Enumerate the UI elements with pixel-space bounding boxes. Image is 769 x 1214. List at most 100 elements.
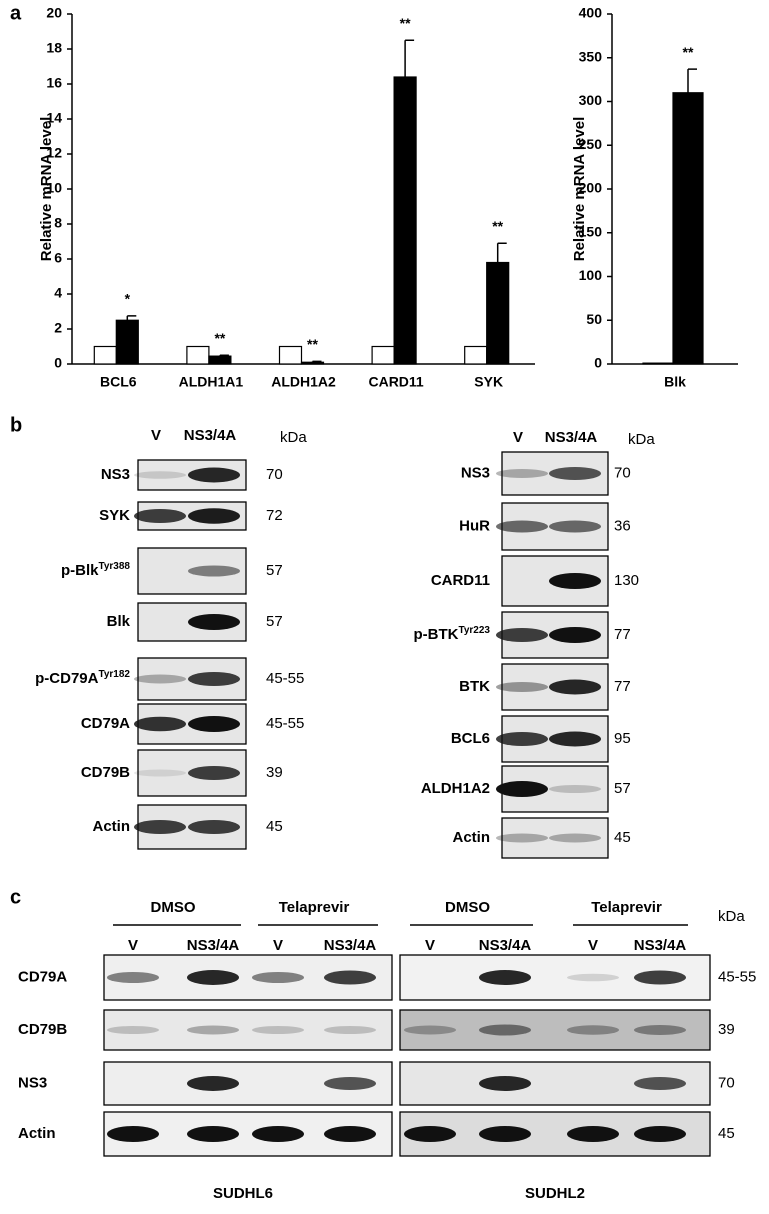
kda-header: kDa xyxy=(718,908,745,925)
band xyxy=(188,766,240,780)
blot-label: CD79A xyxy=(18,968,67,985)
treatment-label: Telaprevir xyxy=(279,899,350,916)
lane-label: V xyxy=(128,937,138,954)
protein-name: Actin xyxy=(93,818,131,835)
band xyxy=(188,614,240,630)
protein-name: p-CD79A xyxy=(35,670,99,687)
bar xyxy=(371,345,395,365)
band xyxy=(134,471,186,479)
blot-label: BTK xyxy=(459,678,490,695)
kda-label: 77 xyxy=(614,626,631,643)
band xyxy=(252,1126,304,1142)
significance: ** xyxy=(492,218,503,234)
band xyxy=(134,820,186,834)
band xyxy=(188,508,240,524)
y-tick-label: 12 xyxy=(46,145,62,161)
band xyxy=(549,731,601,747)
band xyxy=(134,674,186,684)
lane-label: NS3/4A xyxy=(545,429,598,446)
kda-label: 70 xyxy=(718,1074,735,1091)
blot-label: CD79B xyxy=(18,1021,67,1038)
treatment-label: DMSO xyxy=(151,899,196,916)
blot-label: Actin xyxy=(453,829,491,846)
kda-label: 45-55 xyxy=(266,670,304,687)
blot-label: ALDH1A2 xyxy=(421,780,490,797)
error-bar xyxy=(496,242,507,263)
kda-label: 36 xyxy=(614,517,631,534)
kda-label: 39 xyxy=(718,1021,735,1038)
band xyxy=(479,1076,531,1091)
band xyxy=(404,1025,456,1035)
bar xyxy=(672,92,704,365)
band xyxy=(134,769,186,777)
kda-label: 70 xyxy=(266,466,283,483)
kda-label: 57 xyxy=(614,780,631,797)
lane-label: V xyxy=(588,937,598,954)
y-tick-label: 16 xyxy=(46,75,62,91)
panel-label: c xyxy=(10,886,21,908)
band xyxy=(187,970,239,985)
y-tick-label: 2 xyxy=(54,320,62,336)
y-axis-label: Relative mRNA level xyxy=(38,117,55,262)
y-tick-label: 250 xyxy=(579,136,603,152)
y-tick-label: 0 xyxy=(54,355,62,371)
phospho-site: Tyr223 xyxy=(458,625,490,636)
bar xyxy=(186,345,210,365)
protein-name: Blk xyxy=(107,613,131,630)
band xyxy=(107,1026,159,1034)
kda-label: 45 xyxy=(266,818,283,835)
y-tick-label: 18 xyxy=(46,40,62,56)
lane-label: V xyxy=(273,937,283,954)
band xyxy=(107,972,159,983)
blot-label: Blk xyxy=(107,613,131,630)
band xyxy=(404,1126,456,1142)
band xyxy=(496,469,548,478)
blot xyxy=(501,817,609,859)
band xyxy=(634,1077,686,1090)
cell-line: SUDHL6 xyxy=(213,1185,273,1202)
protein-name: NS3 xyxy=(461,464,490,481)
phospho-site: Tyr388 xyxy=(98,561,130,572)
protein-name: CARD11 xyxy=(431,572,490,589)
kda-label: 45 xyxy=(718,1125,735,1142)
band xyxy=(549,573,601,589)
band xyxy=(634,1126,686,1142)
band xyxy=(496,520,548,533)
y-tick-label: 14 xyxy=(46,110,62,126)
y-tick-label: 0 xyxy=(594,355,602,371)
bar xyxy=(93,345,117,365)
band xyxy=(134,716,186,732)
blot-label: Actin xyxy=(93,818,131,835)
bar xyxy=(642,362,674,365)
blot xyxy=(399,1009,711,1051)
phospho-site: Tyr182 xyxy=(98,669,130,680)
x-tick-label: BCL6 xyxy=(100,374,137,390)
band xyxy=(187,1126,239,1142)
x-tick-label: ALDH1A1 xyxy=(179,374,244,390)
band xyxy=(188,565,240,577)
significance: ** xyxy=(307,336,318,352)
blot-label: CD79B xyxy=(81,764,130,781)
band xyxy=(479,970,531,985)
kda-label: 57 xyxy=(266,562,283,579)
band xyxy=(567,1126,619,1142)
band xyxy=(496,732,548,746)
x-tick-label: CARD11 xyxy=(368,374,423,390)
band xyxy=(324,970,376,985)
y-tick-label: 10 xyxy=(46,180,62,196)
blot-label: BCL6 xyxy=(451,730,490,747)
blot-label: p-BlkTyr388 xyxy=(61,561,130,579)
protein-name: CD79A xyxy=(18,968,67,985)
band xyxy=(549,467,601,480)
kda-label: 57 xyxy=(266,613,283,630)
y-tick-label: 20 xyxy=(46,5,62,21)
significance: ** xyxy=(683,44,694,60)
blot-label: p-CD79ATyr182 xyxy=(35,669,130,687)
kda-header: kDa xyxy=(628,431,655,448)
y-tick-label: 6 xyxy=(54,250,62,266)
bar xyxy=(300,361,325,365)
band xyxy=(134,509,186,523)
band xyxy=(324,1126,376,1142)
kda-label: 45-55 xyxy=(718,968,756,985)
bar xyxy=(278,345,303,365)
